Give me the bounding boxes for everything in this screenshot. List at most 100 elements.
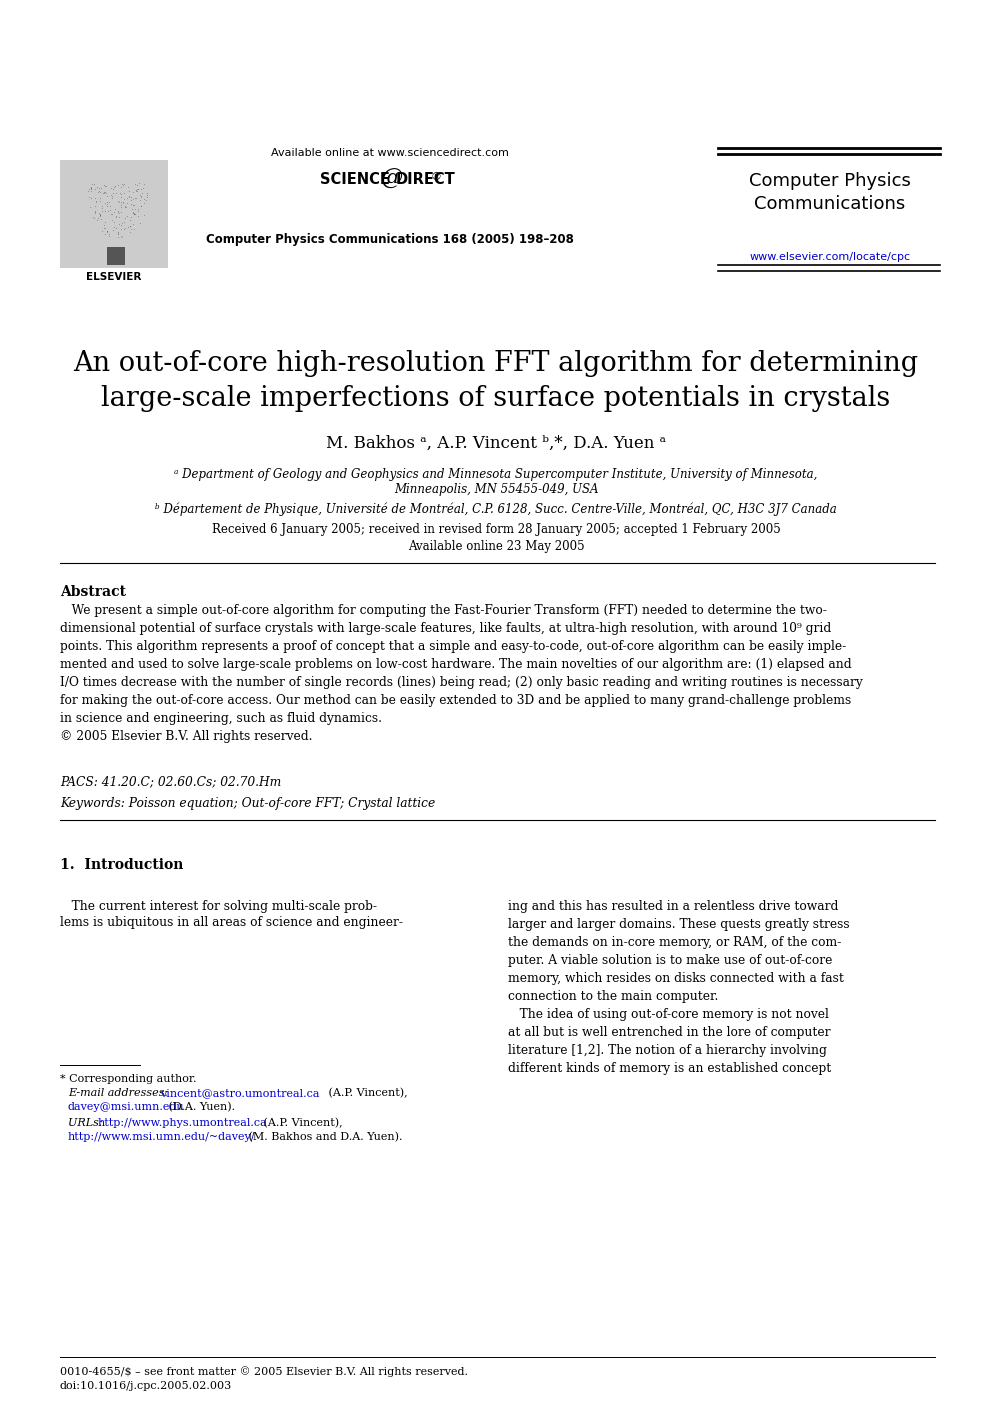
Point bbox=[110, 226, 126, 248]
Text: Minneapolis, MN 55455-049, USA: Minneapolis, MN 55455-049, USA bbox=[394, 483, 598, 497]
Point bbox=[131, 173, 147, 195]
Point bbox=[129, 180, 145, 202]
Point bbox=[93, 208, 109, 230]
Point bbox=[110, 174, 126, 196]
Text: An out-of-core high-resolution FFT algorithm for determining: An out-of-core high-resolution FFT algor… bbox=[73, 349, 919, 377]
Point bbox=[125, 213, 141, 236]
Point bbox=[133, 195, 149, 217]
Point bbox=[99, 195, 115, 217]
Point bbox=[93, 196, 109, 219]
Point bbox=[101, 223, 117, 246]
Point bbox=[126, 217, 142, 240]
Point bbox=[81, 185, 97, 208]
Point bbox=[113, 185, 129, 208]
Point bbox=[87, 187, 103, 209]
Point bbox=[116, 173, 132, 195]
Point bbox=[96, 174, 112, 196]
Point bbox=[112, 181, 128, 203]
Point bbox=[104, 187, 120, 209]
Text: ᵇ Département de Physique, Université de Montréal, C.P. 6128, Succ. Centre-Ville: ᵇ Département de Physique, Université de… bbox=[155, 502, 837, 515]
Text: www.elsevier.com/locate/cpc: www.elsevier.com/locate/cpc bbox=[749, 253, 911, 262]
Point bbox=[119, 187, 135, 209]
Point bbox=[107, 174, 123, 196]
Point bbox=[129, 174, 145, 196]
Text: Available online at www.sciencedirect.com: Available online at www.sciencedirect.co… bbox=[271, 147, 509, 159]
Text: Available online 23 May 2005: Available online 23 May 2005 bbox=[408, 540, 584, 553]
Point bbox=[110, 220, 126, 243]
Point bbox=[98, 175, 114, 198]
Point bbox=[113, 196, 129, 219]
Point bbox=[122, 209, 138, 231]
Point bbox=[134, 195, 150, 217]
Point bbox=[94, 195, 110, 217]
Point bbox=[98, 191, 114, 213]
Point bbox=[116, 212, 132, 234]
Point bbox=[122, 215, 138, 237]
Point bbox=[133, 178, 149, 201]
Point bbox=[123, 188, 139, 210]
Point bbox=[138, 189, 154, 212]
Text: davey@msi.umn.edu: davey@msi.umn.edu bbox=[68, 1101, 185, 1113]
Point bbox=[97, 181, 113, 203]
Point bbox=[87, 202, 103, 224]
Text: large-scale imperfections of surface potentials in crystals: large-scale imperfections of surface pot… bbox=[101, 384, 891, 412]
Point bbox=[103, 177, 119, 199]
Point bbox=[83, 178, 99, 201]
Point bbox=[97, 199, 113, 222]
Point bbox=[99, 184, 115, 206]
Text: DIRECT: DIRECT bbox=[396, 173, 455, 187]
Text: Keywords: Poisson equation; Out-of-core FFT; Crystal lattice: Keywords: Poisson equation; Out-of-core … bbox=[60, 797, 435, 810]
Text: Abstract: Abstract bbox=[60, 585, 126, 599]
Point bbox=[123, 206, 139, 229]
Point bbox=[128, 180, 144, 202]
Point bbox=[97, 217, 113, 240]
Text: PACS: 41.20.C; 02.60.Cs; 02.70.Hm: PACS: 41.20.C; 02.60.Cs; 02.70.Hm bbox=[60, 774, 282, 788]
Text: ELSEVIER: ELSEVIER bbox=[86, 272, 142, 282]
Point bbox=[87, 201, 103, 223]
Point bbox=[136, 177, 152, 199]
Point bbox=[137, 192, 153, 215]
Point bbox=[94, 220, 110, 243]
Point bbox=[139, 184, 155, 206]
Point bbox=[103, 184, 119, 206]
Point bbox=[136, 173, 152, 195]
Text: * Corresponding author.: * Corresponding author. bbox=[60, 1075, 196, 1085]
Point bbox=[83, 177, 99, 199]
Point bbox=[83, 175, 99, 198]
Point bbox=[100, 199, 116, 222]
Point bbox=[120, 175, 136, 198]
Point bbox=[92, 203, 108, 226]
Point bbox=[113, 194, 129, 216]
Bar bbox=[60, 160, 168, 268]
Point bbox=[111, 191, 127, 213]
Point bbox=[99, 220, 115, 243]
Point bbox=[88, 189, 104, 212]
Point bbox=[85, 206, 101, 229]
Point bbox=[130, 178, 146, 201]
Point bbox=[118, 196, 134, 219]
Text: SCIENCE: SCIENCE bbox=[320, 173, 390, 187]
Point bbox=[99, 220, 115, 243]
Point bbox=[111, 202, 127, 224]
Point bbox=[82, 180, 98, 202]
Point bbox=[111, 206, 127, 229]
Text: 0010-4655/$ – see front matter © 2005 Elsevier B.V. All rights reserved.: 0010-4655/$ – see front matter © 2005 El… bbox=[60, 1367, 468, 1376]
Point bbox=[139, 181, 155, 203]
Point bbox=[108, 205, 124, 227]
Point bbox=[127, 202, 143, 224]
Text: M. Bakhos ᵃ, A.P. Vincent ᵇ,*, D.A. Yuen ᵃ: M. Bakhos ᵃ, A.P. Vincent ᵇ,*, D.A. Yuen… bbox=[326, 435, 666, 452]
Point bbox=[88, 191, 104, 213]
Point bbox=[114, 212, 130, 234]
Text: vincent@astro.umontreal.ca: vincent@astro.umontreal.ca bbox=[160, 1087, 319, 1099]
Text: E-mail addresses:: E-mail addresses: bbox=[68, 1087, 172, 1099]
Point bbox=[92, 181, 108, 203]
Point bbox=[121, 180, 137, 202]
Point bbox=[104, 209, 120, 231]
Point bbox=[132, 189, 148, 212]
Text: ing and this has resulted in a relentless drive toward
larger and larger domains: ing and this has resulted in a relentles… bbox=[508, 899, 849, 1075]
Point bbox=[111, 213, 127, 236]
Point bbox=[117, 195, 133, 217]
Point bbox=[81, 196, 97, 219]
Point bbox=[90, 206, 106, 229]
Point bbox=[97, 223, 113, 246]
